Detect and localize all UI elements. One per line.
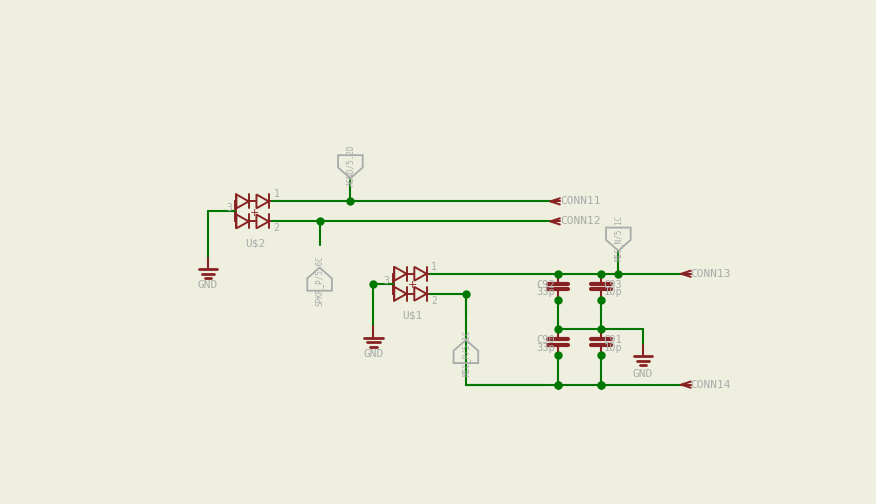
Text: 10p: 10p [604,343,623,353]
Text: 1: 1 [431,262,437,272]
Text: GND: GND [198,280,218,290]
Text: 33p: 33p [537,287,555,297]
Text: 3: 3 [226,203,232,213]
Text: GND: GND [632,369,653,379]
Text: AGND/5.2D: AGND/5.2D [346,144,355,186]
Text: MIC_N/5.1C: MIC_N/5.1C [614,215,623,261]
Text: C91: C91 [604,335,623,345]
Text: SPKR_P/5.6C: SPKR_P/5.6C [315,255,324,306]
Text: GND: GND [364,349,384,359]
Text: CONN13: CONN13 [691,269,731,279]
Text: +: + [251,208,259,218]
Text: CONN14: CONN14 [691,380,731,390]
Text: 3: 3 [384,276,390,286]
Text: CONN11: CONN11 [560,197,600,207]
Text: U$2: U$2 [244,238,265,248]
Text: 33p: 33p [537,343,555,353]
Text: 10p: 10p [604,287,623,297]
Text: MIC_P/5.1C: MIC_P/5.1C [462,330,470,376]
Text: +: + [408,280,418,290]
Text: C92: C92 [537,280,555,290]
Text: 2: 2 [431,296,437,306]
Text: U$1: U$1 [403,310,423,321]
Text: C90: C90 [537,335,555,345]
Text: 1: 1 [273,190,279,200]
Text: C93: C93 [604,280,623,290]
Text: 2: 2 [273,223,279,233]
Text: CONN12: CONN12 [560,216,600,226]
